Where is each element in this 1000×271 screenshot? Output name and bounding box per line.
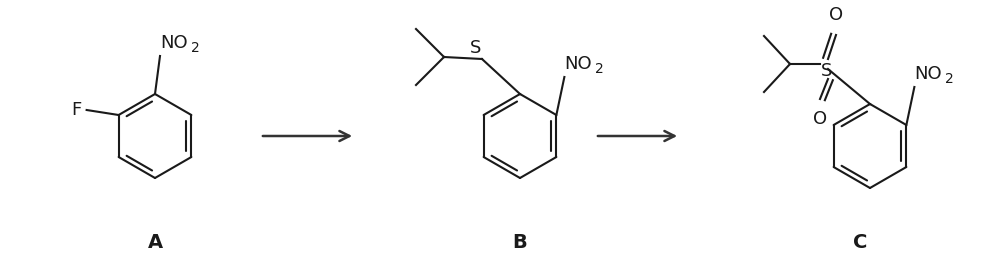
Text: O: O [829,6,843,24]
Text: S: S [470,39,481,57]
Text: 2: 2 [595,62,604,76]
Text: A: A [147,234,163,253]
Text: NO: NO [564,55,592,73]
Text: B: B [513,234,527,253]
Text: NO: NO [914,65,942,83]
Text: F: F [71,101,82,119]
Text: 2: 2 [191,41,200,55]
Text: C: C [853,234,867,253]
Text: NO: NO [160,34,188,52]
Text: O: O [813,110,827,128]
Text: 2: 2 [945,72,954,86]
Text: S: S [821,62,833,80]
